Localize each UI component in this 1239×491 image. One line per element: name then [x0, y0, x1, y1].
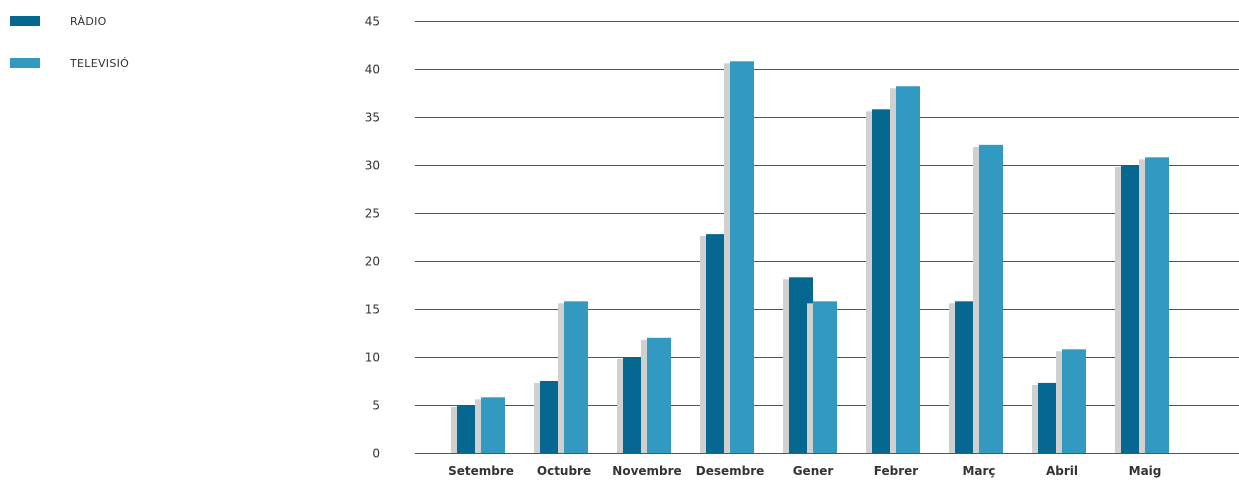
x-tick-label-6: Març: [962, 464, 995, 478]
y-tick-label-10: 10: [365, 351, 380, 365]
x-tick-label-4: Gener: [793, 464, 834, 478]
y-tick-label-30: 30: [365, 159, 380, 173]
x-tick-label-8: Maig: [1129, 464, 1162, 478]
bar-televisio-6: [979, 144, 1003, 453]
legend-swatch-radio: [10, 16, 40, 26]
bar-televisio-7: [1062, 349, 1086, 453]
legend-label-radio: RÀDIO: [70, 14, 107, 28]
chart-legend: RÀDIO TELEVISIÓ: [10, 12, 129, 96]
bar-televisio-3: [730, 61, 754, 453]
x-tick-label-7: Abril: [1046, 464, 1078, 478]
bar-televisio-8: [1145, 157, 1169, 453]
y-tick-label-15: 15: [365, 303, 380, 317]
x-tick-label-1: Octubre: [537, 464, 591, 478]
legend-item-televisio: TELEVISIÓ: [10, 54, 129, 72]
y-tick-label-0: 0: [372, 447, 380, 461]
x-tick-label-0: Setembre: [448, 464, 514, 478]
x-tick-label-3: Desembre: [696, 464, 765, 478]
y-tick-label-20: 20: [365, 255, 380, 269]
x-tick-label-2: Novembre: [612, 464, 681, 478]
bar-televisio-2: [647, 337, 671, 453]
y-tick-label-45: 45: [365, 15, 380, 29]
y-tick-label-35: 35: [365, 111, 380, 125]
x-tick-label-5: Febrer: [874, 464, 918, 478]
y-tick-label-5: 5: [372, 399, 380, 413]
bar-televisio-4: [813, 301, 837, 453]
bar-televisio-5: [896, 86, 920, 453]
y-tick-label-25: 25: [365, 207, 380, 221]
bar-televisio-0: [481, 397, 505, 453]
y-tick-label-40: 40: [365, 63, 380, 77]
legend-swatch-televisio: [10, 58, 40, 68]
legend-label-televisio: TELEVISIÓ: [70, 56, 130, 70]
legend-item-radio: RÀDIO: [10, 12, 129, 30]
bar-televisio-1: [564, 301, 588, 453]
